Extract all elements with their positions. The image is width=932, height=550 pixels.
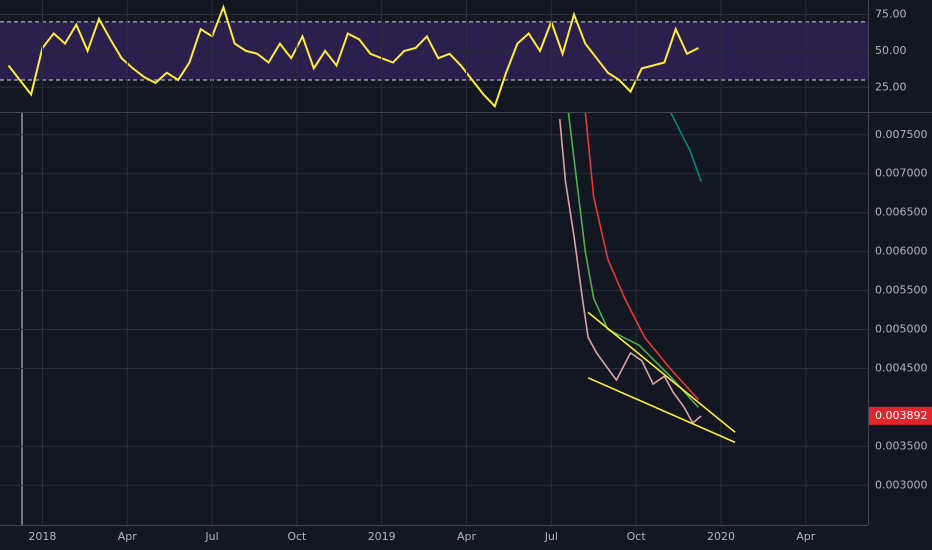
y-tick-label: 0.007000 xyxy=(875,167,928,180)
x-tick-label: Apr xyxy=(796,530,816,543)
x-tick-label: Jul xyxy=(544,530,558,543)
x-tick-label: 2019 xyxy=(368,530,396,543)
y-tick-label: 0.004500 xyxy=(875,361,928,374)
x-tick-label: Jul xyxy=(204,530,218,543)
x-tick-label: 2018 xyxy=(28,530,56,543)
y-tick-label: 0.005500 xyxy=(875,284,928,297)
series-line xyxy=(587,311,736,433)
y-tick-label: 50.00 xyxy=(875,44,907,57)
y-tick-label: 0.006500 xyxy=(875,206,928,219)
panel xyxy=(0,113,868,525)
last-price-label: 0.003892 xyxy=(875,409,928,422)
x-tick-label: Apr xyxy=(457,530,477,543)
x-tick-label: 2020 xyxy=(707,530,735,543)
y-tick-label: 0.006000 xyxy=(875,245,928,258)
series-line xyxy=(587,377,736,444)
series-line xyxy=(670,113,702,182)
y-tick-label: 0.007500 xyxy=(875,128,928,141)
y-tick-label: 0.003000 xyxy=(875,478,928,491)
x-tick-label: Oct xyxy=(627,530,647,543)
series-line xyxy=(7,4,699,109)
x-tick-label: Apr xyxy=(118,530,138,543)
series-line xyxy=(559,119,702,425)
y-tick-label: 0.003500 xyxy=(875,439,928,452)
y-tick-label: 75.00 xyxy=(875,8,907,21)
panel xyxy=(0,0,868,112)
x-tick-label: Oct xyxy=(287,530,307,543)
y-tick-label: 0.005000 xyxy=(875,323,928,336)
y-tick-label: 25.00 xyxy=(875,80,907,93)
last-price-box xyxy=(869,406,932,425)
series-line xyxy=(584,113,699,401)
